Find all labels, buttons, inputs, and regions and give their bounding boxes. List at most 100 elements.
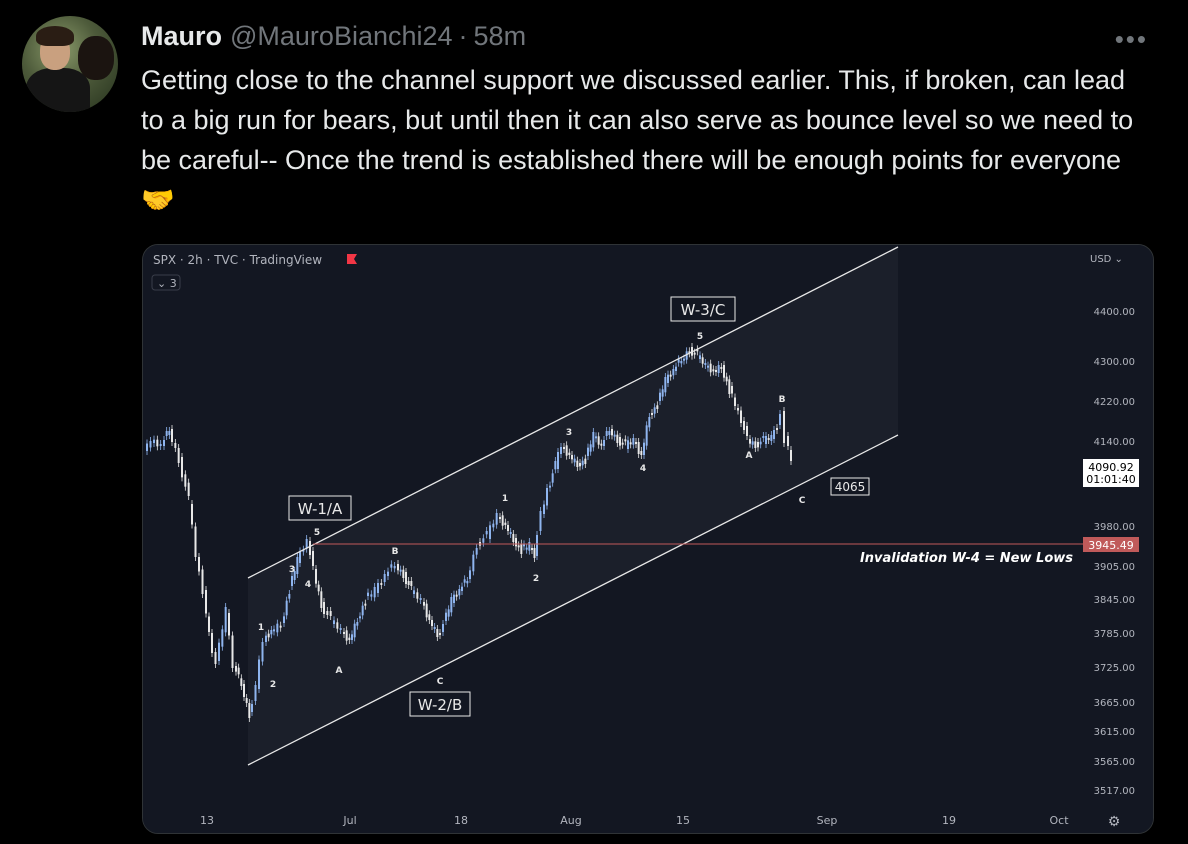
candle (187, 482, 190, 496)
collapse-button[interactable]: ⌄ 3 (157, 277, 177, 290)
wave-label-bb: B (779, 395, 786, 405)
candle (228, 613, 230, 636)
candle (608, 431, 611, 435)
candle (361, 605, 364, 616)
candle (693, 352, 696, 355)
candle (279, 625, 282, 628)
author-handle[interactable]: @MauroBianchi24 (230, 20, 453, 51)
candle (549, 485, 551, 488)
candle (563, 447, 565, 449)
candle (453, 594, 455, 603)
price-chart: Invalidation W-4 = New Lows SPX · 2h · T… (143, 245, 1153, 833)
price-tick: 3905.00 (1094, 562, 1135, 573)
candle (353, 623, 356, 638)
avatar-dog (78, 36, 114, 80)
candle (273, 629, 275, 632)
candle (683, 358, 685, 361)
candle (485, 531, 488, 535)
candle (184, 474, 187, 487)
candle (482, 538, 485, 543)
avatar[interactable] (22, 16, 118, 112)
price-tick: 4140.00 (1094, 437, 1135, 448)
candle (565, 445, 568, 456)
candle (214, 652, 217, 664)
candle (276, 623, 279, 633)
candle (436, 629, 439, 637)
candle (431, 620, 433, 626)
candle (221, 629, 224, 647)
chart-image[interactable]: Invalidation W-4 = New Lows SPX · 2h · T… (142, 244, 1154, 834)
wave-box-w1a-label: W-1/A (298, 500, 343, 518)
candle (475, 548, 478, 555)
candle (370, 594, 373, 597)
candle (455, 594, 458, 597)
settings-gear-icon[interactable]: ⚙ (1108, 814, 1121, 830)
candle (416, 592, 419, 599)
wave-label-3: 3 (289, 565, 295, 575)
candle (568, 452, 571, 455)
candle (635, 442, 637, 444)
candle (533, 548, 536, 558)
candle (504, 522, 507, 525)
candle (407, 581, 410, 585)
invalidation-label: Invalidation W-4 = New Lows (860, 551, 1073, 566)
candle (333, 620, 335, 624)
candle (224, 607, 227, 633)
candle (627, 440, 629, 449)
more-options-icon[interactable]: ••• (1114, 24, 1148, 54)
wave-box-w2b-label: W-2/B (418, 696, 463, 714)
author-name[interactable]: Mauro (141, 20, 222, 51)
candle (397, 564, 399, 571)
candle (740, 410, 742, 423)
target-box (830, 477, 870, 496)
candle (387, 571, 389, 576)
tweet-time[interactable]: 58m (473, 20, 527, 51)
collapse-button-box[interactable] (151, 274, 181, 291)
candle (656, 405, 659, 409)
candle (767, 438, 770, 440)
candle (680, 361, 683, 364)
candle (171, 429, 173, 442)
candle (265, 635, 267, 642)
candle (501, 515, 504, 526)
tweet-header: Mauro @MauroBianchi24 · 58m (141, 18, 526, 54)
candle (254, 685, 257, 701)
candle (149, 441, 152, 448)
price-tick: 3845.00 (1094, 595, 1135, 606)
channel-fill (248, 247, 898, 765)
candle (667, 374, 669, 383)
tradingview-flag-icon (347, 254, 357, 264)
channel-lower-line (247, 434, 899, 766)
candle (258, 659, 260, 689)
candle (442, 624, 444, 632)
candle (749, 439, 751, 444)
candle (181, 457, 183, 478)
candle (299, 551, 301, 563)
candle (205, 590, 207, 614)
candle (773, 430, 775, 439)
candle (520, 543, 523, 554)
price-tick: 3725.00 (1094, 663, 1135, 674)
candle (146, 443, 148, 451)
currency-label[interactable]: USD ⌄ (1090, 254, 1123, 265)
wave-label-4: 4 (305, 580, 311, 590)
candle (685, 351, 688, 360)
candle (243, 684, 245, 697)
candle (517, 545, 520, 548)
candle (790, 450, 792, 461)
candle (704, 363, 707, 365)
candle (605, 431, 608, 436)
candle (293, 571, 296, 580)
candle (291, 576, 293, 586)
candle (661, 389, 664, 397)
candle (315, 569, 317, 584)
date-tick: 19 (942, 814, 956, 827)
candle (677, 359, 680, 363)
candle (664, 377, 667, 393)
candle (323, 602, 325, 614)
candle (611, 429, 613, 436)
header-separator: · (458, 20, 468, 51)
candle (581, 460, 584, 466)
candle (587, 447, 589, 456)
wave-label-5b: 5 (697, 332, 703, 342)
